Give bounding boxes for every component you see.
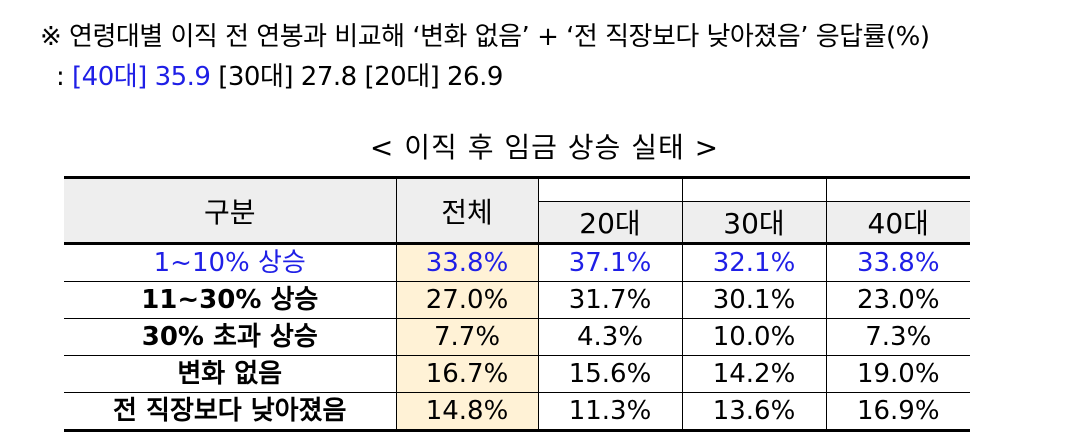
row-label: 변화 없음 [64,355,397,393]
header-spacer [537,176,683,202]
total-cell: 14.8% [395,392,539,432]
row-label: 전 직장보다 낮아졌음 [64,392,397,432]
row-label: 11~30% 상승 [64,281,397,319]
row-label: 1~10% 상승 [64,243,397,282]
table-title: < 이직 후 임금 상승 실태 > [369,131,720,164]
total-cell: 27.0% [395,281,539,319]
header-total: 전체 [395,176,539,245]
value-cell: 10.0% [681,318,827,356]
value-cell: 11.3% [537,392,683,432]
header-spacer [825,176,970,202]
value-cell: 32.1% [681,243,827,282]
value-cell: 33.8% [825,243,970,282]
total-cell: 33.8% [395,243,539,282]
note-line-2: : [40대] 35.9 [30대] 27.8 [20대] 26.9 [56,56,503,93]
wage-increase-table: 구분 전체 20대 30대 40대 1~10% 상승 33.8% 37.1% 3… [64,176,970,432]
value-cell: 4.3% [537,318,683,356]
note-highlight-40s: [40대] 35.9 [72,62,211,92]
value-cell: 7.3% [825,318,970,356]
header-category: 구분 [64,176,397,245]
value-cell: 31.7% [537,281,683,319]
value-cell: 16.9% [825,392,970,432]
table-row: 1~10% 상승 33.8% 37.1% 32.1% 33.8% [64,243,970,282]
value-cell: 15.6% [537,355,683,393]
total-cell: 7.7% [395,318,539,356]
value-cell: 19.0% [825,355,970,393]
value-cell: 30.1% [681,281,827,319]
table-row: 변화 없음 16.7% 15.6% 14.2% 19.0% [64,355,970,393]
header-30s: 30대 [681,201,827,245]
note-line-2-rest: [30대] 27.8 [20대] 26.9 [210,62,503,92]
value-cell: 13.6% [681,392,827,432]
table-row: 전 직장보다 낮아졌음 14.8% 11.3% 13.6% 16.9% [64,392,970,432]
value-cell: 37.1% [537,243,683,282]
value-cell: 14.2% [681,355,827,393]
table-row: 11~30% 상승 27.0% 31.7% 30.1% 23.0% [64,281,970,319]
row-label: 30% 초과 상승 [64,318,397,356]
note-line-1: ※ 연령대별 이직 전 연봉과 비교해 ‘변화 없음’ + ‘전 직장보다 낮아… [40,22,930,52]
header-spacer [681,176,827,202]
header-20s: 20대 [537,201,683,245]
table-row: 30% 초과 상승 7.7% 4.3% 10.0% 7.3% [64,318,970,356]
value-cell: 23.0% [825,281,970,319]
total-cell: 16.7% [395,355,539,393]
header-40s: 40대 [825,201,970,245]
note-line-2-prefix: : [56,62,73,92]
